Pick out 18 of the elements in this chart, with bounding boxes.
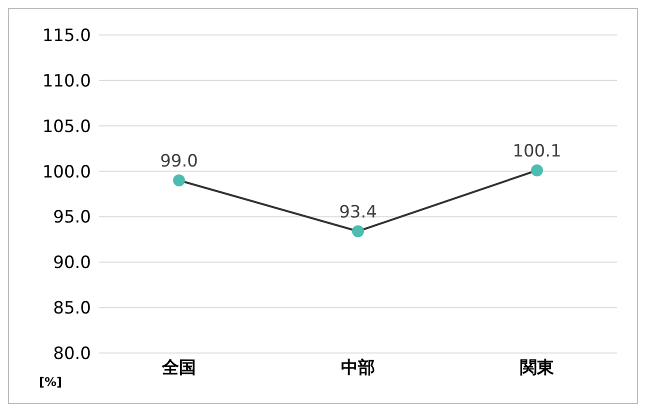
x-tick-label: 関東 [520,358,555,378]
y-tick-label: 110.0 [42,71,91,92]
y-tick-label: 115.0 [42,26,91,46]
y-tick-label: 85.0 [53,298,91,319]
data-label: 100.1 [512,141,562,162]
y-tick-label: 100.0 [42,162,91,182]
y-axis-title: [%] [39,375,62,389]
y-tick-label: 80.0 [53,344,91,364]
data-label: 99.0 [160,151,198,172]
point [352,225,364,238]
x-tick-label: 中部 [341,358,375,378]
y-tick-label: 105.0 [42,116,91,137]
data-label: 93.4 [339,202,377,222]
y-tick-label: 95.0 [53,208,91,228]
point [173,174,185,186]
point [531,164,543,176]
x-tick-label: 全国 [161,358,196,378]
y-tick-label: 90.0 [53,253,91,274]
